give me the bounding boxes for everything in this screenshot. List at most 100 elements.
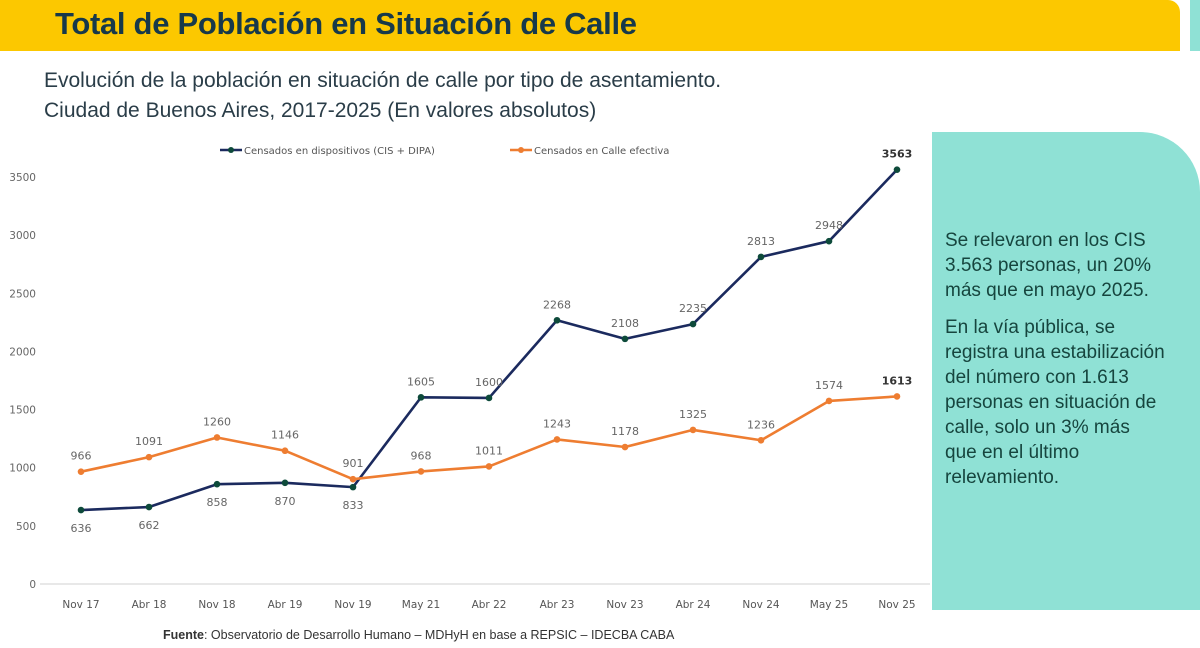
data-label-dispositivos: 2108	[611, 317, 639, 330]
data-point-dispositivos	[825, 237, 833, 245]
x-tick-label: Abr 18	[132, 599, 167, 611]
y-tick-label: 0	[29, 579, 36, 591]
data-label-dispositivos: 3563	[882, 148, 913, 161]
data-point-dispositivos	[145, 503, 153, 511]
data-point-calle	[281, 447, 289, 455]
summary-line: relevamiento.	[945, 467, 1060, 488]
summary-line: más que en mayo 2025.	[945, 280, 1149, 301]
y-tick-label: 2000	[9, 346, 36, 358]
data-label-dispositivos: 2948	[815, 219, 843, 232]
data-point-dispositivos	[689, 320, 697, 328]
data-label-calle: 1613	[882, 374, 913, 387]
data-point-dispositivos	[77, 506, 85, 514]
data-label-calle: 1236	[747, 418, 775, 431]
subtitle-line-1: Evolución de la población en situación d…	[44, 69, 722, 92]
y-tick-label: 1000	[9, 463, 36, 475]
data-point-calle	[825, 397, 833, 405]
data-label-calle: 1146	[271, 429, 299, 442]
x-tick-label: Abr 24	[676, 599, 711, 611]
banner-accent-edge	[1190, 0, 1200, 51]
summary-line: personas en situación de	[945, 392, 1157, 413]
source-text: : Observatorio de Desarrollo Humano – MD…	[203, 628, 675, 642]
summary-text: Se relevaron en los CIS 3.563 personas, …	[945, 228, 1200, 502]
data-label-dispositivos: 833	[343, 499, 364, 512]
data-point-dispositivos	[757, 253, 765, 261]
source-note: Fuente: Observatorio de Desarrollo Human…	[163, 628, 674, 642]
x-tick-label: Abr 23	[540, 599, 575, 611]
subtitle-line-2: Ciudad de Buenos Aires, 2017-2025 (En va…	[44, 99, 597, 122]
line-chart: Censados en dispositivos (CIS + DIPA) Cen…	[9, 146, 930, 611]
page-title: Total de Población en Situación de Calle	[55, 6, 637, 41]
data-point-calle	[349, 475, 357, 483]
data-label-calle: 1091	[135, 435, 163, 448]
data-label-calle: 1260	[203, 415, 231, 428]
summary-line: En la vía pública, se	[945, 317, 1116, 338]
data-label-dispositivos: 870	[275, 495, 296, 508]
chart-subtitle: Evolución de la población en situación d…	[44, 66, 721, 126]
data-point-dispositivos	[281, 479, 289, 487]
data-point-dispositivos	[553, 316, 561, 324]
data-point-dispositivos	[485, 394, 493, 402]
x-tick-label: Nov 18	[198, 599, 235, 611]
data-label-calle: 968	[411, 449, 432, 462]
data-point-calle	[757, 436, 765, 444]
data-point-calle	[621, 443, 629, 451]
summary-line: 3.563 personas, un 20%	[945, 255, 1151, 276]
data-label-calle: 1011	[475, 444, 503, 457]
title-banner: Total de Población en Situación de Calle	[0, 0, 1180, 51]
data-point-calle	[485, 463, 493, 470]
data-point-calle	[145, 453, 153, 461]
legend-swatch-marker	[228, 147, 234, 153]
data-point-dispositivos	[213, 480, 221, 488]
legend-swatch-marker	[518, 147, 524, 153]
summary-line: calle, solo un 3% más	[945, 417, 1130, 438]
data-label-dispositivos: 2268	[543, 298, 571, 311]
data-label-dispositivos: 2235	[679, 302, 707, 315]
legend-label: Censados en Calle efectiva	[534, 146, 669, 157]
x-tick-label: May 21	[402, 599, 440, 611]
data-label-dispositivos: 2813	[747, 235, 775, 248]
y-tick-label: 3500	[9, 172, 36, 184]
series-line-dispositivos	[80, 168, 898, 512]
data-point-calle	[213, 434, 221, 441]
data-point-calle	[77, 468, 85, 475]
data-label-calle: 966	[71, 450, 92, 463]
x-axis: Nov 17 Abr 18 Nov 18 Abr 19 Nov 19 May 21 Abr …	[40, 583, 930, 611]
data-label-dispositivos: 662	[139, 519, 160, 532]
data-point-calle	[553, 436, 561, 443]
data-label-dispositivos: 1600	[475, 376, 503, 389]
summary-paragraph-cis: Se relevaron en los CIS 3.563 personas, …	[945, 228, 1200, 303]
summary-line: Se relevaron en los CIS	[945, 230, 1146, 251]
summary-panel	[932, 132, 1200, 610]
x-tick-label: May 25	[810, 599, 848, 611]
data-label-calle: 1243	[543, 417, 571, 430]
data-point-dispositivos	[349, 483, 357, 491]
x-tick-label: Nov 23	[606, 599, 643, 611]
legend-item-calle: Censados en Calle efectiva	[510, 146, 669, 157]
summary-line: que en el último	[945, 442, 1080, 463]
data-label-calle: 1325	[679, 408, 707, 421]
y-tick-label: 3000	[9, 230, 36, 242]
y-tick-label: 1500	[9, 405, 36, 417]
data-point-dispositivos	[417, 394, 425, 401]
x-tick-label: Nov 17	[62, 599, 99, 611]
data-point-dispositivos	[621, 335, 629, 343]
x-tick-label: Abr 19	[268, 599, 303, 611]
data-point-calle	[893, 393, 901, 400]
x-tick-label: Nov 25	[878, 599, 915, 611]
summary-line: del número con 1.613	[945, 367, 1129, 388]
data-label-calle: 1178	[611, 425, 639, 438]
summary-line: registra una estabilización	[945, 342, 1165, 363]
legend-label: Censados en dispositivos (CIS + DIPA)	[244, 146, 435, 157]
x-tick-label: Abr 22	[472, 599, 507, 611]
data-label-dispositivos: 1605	[407, 375, 435, 388]
data-label-dispositivos: 858	[207, 496, 228, 509]
source-label: Fuente	[163, 628, 204, 642]
data-label-calle: 1574	[815, 379, 843, 392]
data-labels: 636 662 858 870 833 1605 1600 2268 2108 2235 2813 2…	[71, 148, 913, 535]
chart-legend: Censados en dispositivos (CIS + DIPA) Cen…	[220, 146, 669, 157]
summary-paragraph-street: En la vía pública, se registra una estab…	[945, 315, 1200, 490]
x-tick-label: Nov 19	[334, 599, 371, 611]
data-label-calle: 901	[343, 457, 364, 470]
data-point-calle	[689, 426, 697, 434]
